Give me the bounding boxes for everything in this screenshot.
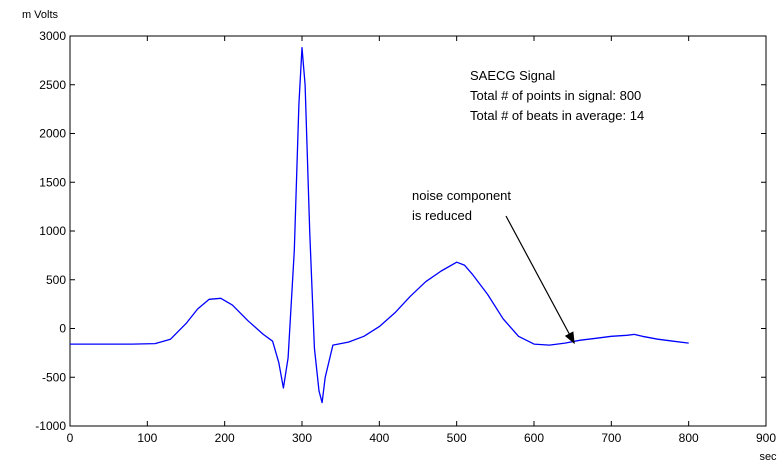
chart-ticks: 0 100 200 300 400 500 600 700 800 900 3000 2500 2000… <box>35 29 776 445</box>
x-tick-label: 500 <box>447 431 467 445</box>
noise-line-2: is reduced <box>412 208 472 223</box>
y-tick-label: 1000 <box>39 224 66 238</box>
chart-axes <box>69 35 767 427</box>
y-tick-label: 2000 <box>39 127 66 141</box>
y-tick-label: 0 <box>59 322 66 336</box>
y-tick-label: 1500 <box>39 175 66 189</box>
y-tick-label: 500 <box>46 273 66 287</box>
noise-line-1: noise component <box>412 188 511 203</box>
y-tick-label: -500 <box>42 370 66 384</box>
x-tick-label: 0 <box>67 431 74 445</box>
x-tick-label: 300 <box>292 431 312 445</box>
x-tick-label: 200 <box>215 431 235 445</box>
info-line-1: SAECG Signal <box>470 68 555 83</box>
x-tick-label: 900 <box>756 431 776 445</box>
info-line-2: Total # of points in signal: 800 <box>470 88 641 103</box>
x-axis-unit-label: sec <box>759 451 777 463</box>
x-tick-label: 800 <box>679 431 699 445</box>
noise-annotation: noise component is reduced <box>412 188 575 345</box>
noise-arrow <box>505 215 575 345</box>
saecg-signal-line <box>70 47 689 404</box>
y-tick-label: -1000 <box>35 419 66 433</box>
x-tick-label: 400 <box>369 431 389 445</box>
info-annotation: SAECG Signal Total # of points in signal… <box>470 68 644 123</box>
x-tick-label: 100 <box>137 431 157 445</box>
x-tick-label: 600 <box>524 431 544 445</box>
chart-series <box>70 47 689 404</box>
plot-frame <box>69 35 767 427</box>
y-axis-unit-label: m Volts <box>22 9 59 21</box>
info-line-3: Total # of beats in average: 14 <box>470 108 644 123</box>
x-tick-label: 700 <box>601 431 621 445</box>
y-tick-label: 2500 <box>39 78 66 92</box>
y-tick-label: 3000 <box>39 29 66 43</box>
